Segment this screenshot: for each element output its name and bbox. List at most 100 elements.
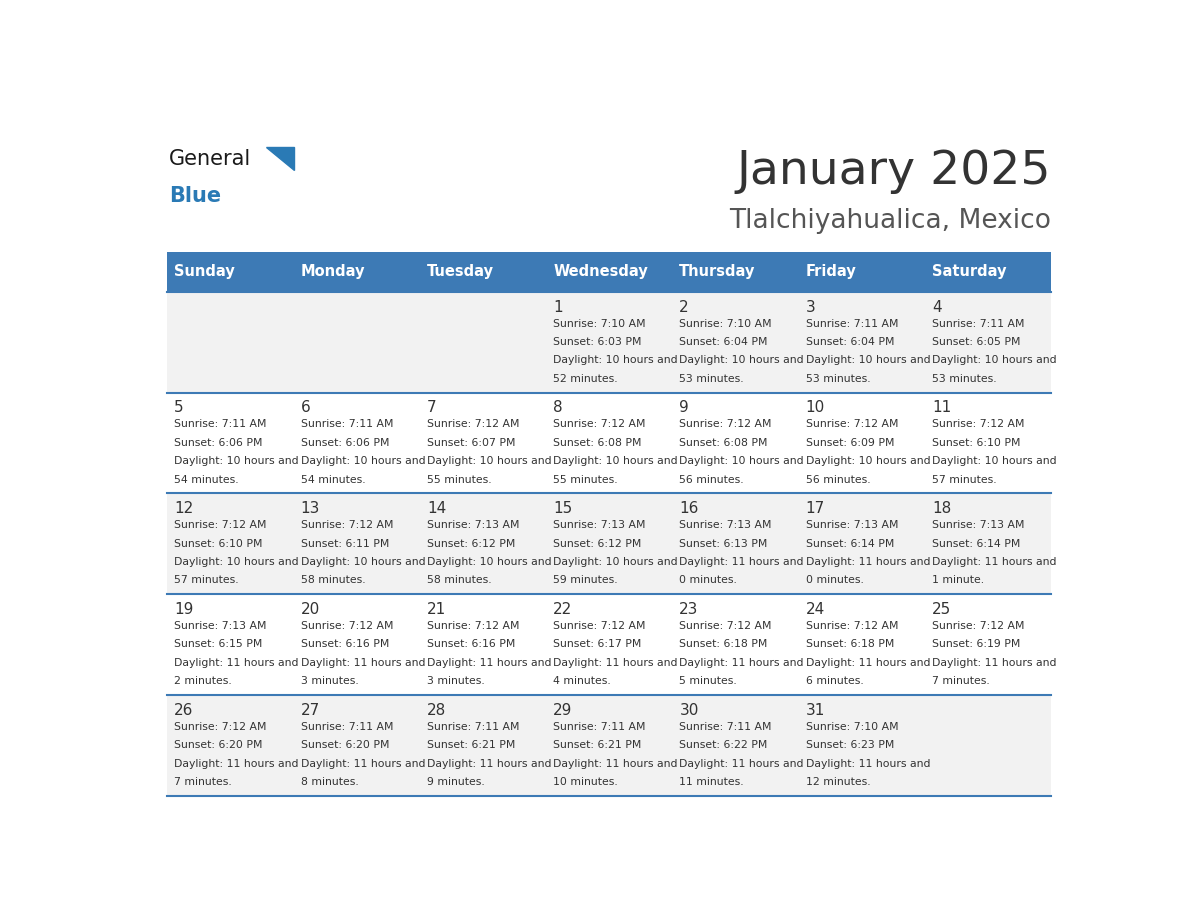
Bar [672, 292, 798, 393]
Text: 19: 19 [175, 602, 194, 617]
Bar [924, 594, 1051, 695]
Bar [166, 594, 293, 695]
Text: Sunrise: 7:11 AM: Sunrise: 7:11 AM [301, 420, 393, 430]
Text: Sunset: 6:14 PM: Sunset: 6:14 PM [805, 539, 895, 549]
Text: Daylight: 11 hours and: Daylight: 11 hours and [931, 658, 1056, 667]
Text: Daylight: 11 hours and: Daylight: 11 hours and [175, 658, 298, 667]
Text: Daylight: 10 hours and: Daylight: 10 hours and [931, 456, 1056, 466]
Text: Sunset: 6:12 PM: Sunset: 6:12 PM [426, 539, 516, 549]
Text: Sunrise: 7:12 AM: Sunrise: 7:12 AM [680, 420, 772, 430]
Text: Daylight: 10 hours and: Daylight: 10 hours and [680, 456, 804, 466]
Text: Sunset: 6:20 PM: Sunset: 6:20 PM [175, 740, 263, 750]
Text: 3 minutes.: 3 minutes. [426, 677, 485, 687]
Bar [672, 393, 798, 493]
Bar [293, 252, 419, 292]
Text: Sunset: 6:09 PM: Sunset: 6:09 PM [805, 438, 895, 448]
Text: Sunset: 6:16 PM: Sunset: 6:16 PM [301, 640, 388, 649]
Text: 21: 21 [426, 602, 446, 617]
Text: 23: 23 [680, 602, 699, 617]
Bar [293, 292, 419, 393]
Text: 12 minutes.: 12 minutes. [805, 777, 871, 787]
Text: Sunset: 6:23 PM: Sunset: 6:23 PM [805, 740, 895, 750]
Text: Wednesday: Wednesday [554, 264, 647, 279]
Bar [798, 493, 924, 594]
Text: 58 minutes.: 58 minutes. [426, 576, 492, 586]
Text: Sunrise: 7:12 AM: Sunrise: 7:12 AM [931, 621, 1024, 631]
Text: Friday: Friday [805, 264, 857, 279]
Text: Sunset: 6:21 PM: Sunset: 6:21 PM [554, 740, 642, 750]
Text: 59 minutes.: 59 minutes. [554, 576, 618, 586]
Text: 56 minutes.: 56 minutes. [805, 475, 871, 485]
Text: 55 minutes.: 55 minutes. [426, 475, 492, 485]
Polygon shape [266, 147, 293, 170]
Text: 31: 31 [805, 703, 824, 718]
Text: Sunset: 6:08 PM: Sunset: 6:08 PM [554, 438, 642, 448]
Text: Sunrise: 7:12 AM: Sunrise: 7:12 AM [426, 420, 519, 430]
Text: 17: 17 [805, 501, 824, 516]
Text: Sunset: 6:20 PM: Sunset: 6:20 PM [301, 740, 388, 750]
Bar [798, 292, 924, 393]
Text: Sunrise: 7:12 AM: Sunrise: 7:12 AM [301, 521, 393, 531]
Text: Sunset: 6:21 PM: Sunset: 6:21 PM [426, 740, 516, 750]
Text: 2 minutes.: 2 minutes. [175, 677, 232, 687]
Text: Sunrise: 7:11 AM: Sunrise: 7:11 AM [301, 722, 393, 732]
Text: Sunrise: 7:12 AM: Sunrise: 7:12 AM [805, 621, 898, 631]
Text: 56 minutes.: 56 minutes. [680, 475, 744, 485]
Text: Daylight: 11 hours and: Daylight: 11 hours and [680, 557, 804, 567]
Text: General: General [169, 149, 251, 169]
Bar [545, 252, 672, 292]
Text: Sunrise: 7:12 AM: Sunrise: 7:12 AM [426, 621, 519, 631]
Bar [924, 493, 1051, 594]
Text: 26: 26 [175, 703, 194, 718]
Text: Daylight: 11 hours and: Daylight: 11 hours and [175, 758, 298, 768]
Text: 57 minutes.: 57 minutes. [931, 475, 997, 485]
Text: Sunrise: 7:10 AM: Sunrise: 7:10 AM [680, 319, 772, 329]
Text: Daylight: 10 hours and: Daylight: 10 hours and [805, 355, 930, 365]
Text: 18: 18 [931, 501, 952, 516]
Text: 10 minutes.: 10 minutes. [554, 777, 618, 787]
Text: Tlalchiyahualica, Mexico: Tlalchiyahualica, Mexico [728, 207, 1051, 234]
Text: Daylight: 10 hours and: Daylight: 10 hours and [301, 456, 425, 466]
Text: 3 minutes.: 3 minutes. [301, 677, 359, 687]
Text: Sunset: 6:18 PM: Sunset: 6:18 PM [805, 640, 895, 649]
Text: Daylight: 10 hours and: Daylight: 10 hours and [554, 456, 677, 466]
Text: Blue: Blue [169, 185, 221, 206]
Text: 8: 8 [554, 400, 563, 416]
Bar [419, 393, 545, 493]
Bar [672, 252, 798, 292]
Bar [545, 393, 672, 493]
Text: Daylight: 11 hours and: Daylight: 11 hours and [301, 658, 425, 667]
Bar [419, 252, 545, 292]
Text: 9 minutes.: 9 minutes. [426, 777, 485, 787]
Bar [924, 393, 1051, 493]
Text: 7: 7 [426, 400, 436, 416]
Bar [545, 493, 672, 594]
Text: 1 minute.: 1 minute. [931, 576, 984, 586]
Text: Monday: Monday [301, 264, 365, 279]
Text: 28: 28 [426, 703, 446, 718]
Text: Daylight: 10 hours and: Daylight: 10 hours and [301, 557, 425, 567]
Bar [293, 594, 419, 695]
Text: Sunrise: 7:13 AM: Sunrise: 7:13 AM [554, 521, 645, 531]
Text: 24: 24 [805, 602, 824, 617]
Text: 5 minutes.: 5 minutes. [680, 677, 737, 687]
Text: Daylight: 10 hours and: Daylight: 10 hours and [175, 557, 299, 567]
Text: 29: 29 [554, 703, 573, 718]
Text: 0 minutes.: 0 minutes. [805, 576, 864, 586]
Bar [166, 695, 293, 796]
Text: 14: 14 [426, 501, 446, 516]
Text: Daylight: 11 hours and: Daylight: 11 hours and [805, 557, 930, 567]
Text: 25: 25 [931, 602, 952, 617]
Text: Sunrise: 7:13 AM: Sunrise: 7:13 AM [931, 521, 1024, 531]
Text: Sunrise: 7:10 AM: Sunrise: 7:10 AM [805, 722, 898, 732]
Text: Daylight: 11 hours and: Daylight: 11 hours and [680, 658, 804, 667]
Text: 5: 5 [175, 400, 184, 416]
Text: Sunset: 6:22 PM: Sunset: 6:22 PM [680, 740, 767, 750]
Text: Tuesday: Tuesday [426, 264, 494, 279]
Text: 53 minutes.: 53 minutes. [931, 374, 997, 384]
Text: Sunrise: 7:11 AM: Sunrise: 7:11 AM [680, 722, 772, 732]
Text: Sunset: 6:04 PM: Sunset: 6:04 PM [680, 337, 767, 347]
Text: Daylight: 11 hours and: Daylight: 11 hours and [805, 658, 930, 667]
Text: Sunset: 6:03 PM: Sunset: 6:03 PM [554, 337, 642, 347]
Text: Daylight: 11 hours and: Daylight: 11 hours and [805, 758, 930, 768]
